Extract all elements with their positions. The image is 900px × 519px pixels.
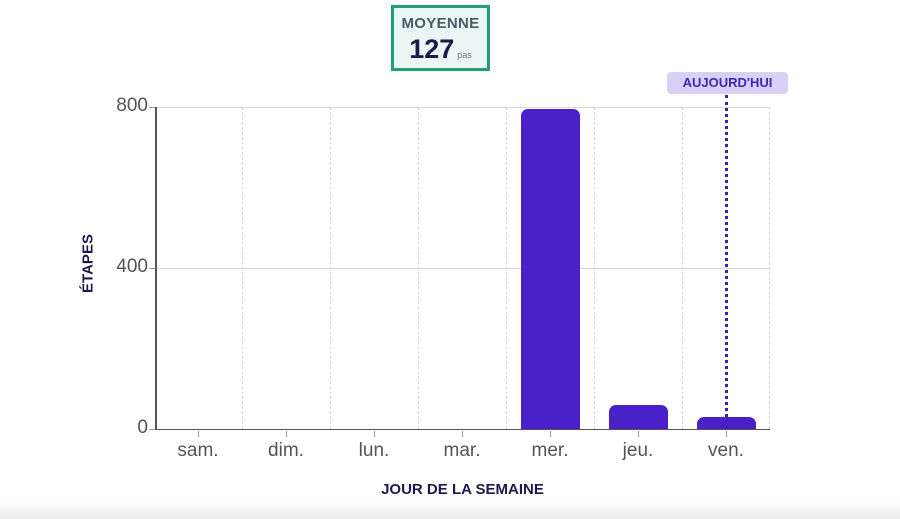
- gridline-v: [682, 107, 683, 429]
- gridline-v: [506, 107, 507, 429]
- gridline-800: [155, 107, 770, 108]
- gridline-v: [242, 107, 243, 429]
- x-tick-mark: [198, 431, 199, 437]
- bar-mer[interactable]: [521, 109, 580, 429]
- x-tick-mark: [550, 431, 551, 437]
- x-tick-mark: [462, 431, 463, 437]
- plot-area: [155, 95, 770, 430]
- y-tick-mark: [149, 107, 155, 108]
- today-line: [725, 95, 728, 429]
- average-summary-box: MOYENNE 127 pas: [391, 5, 490, 71]
- bottom-shadow: [0, 501, 900, 519]
- gridline-v: [594, 107, 595, 429]
- y-axis-label: ÉTAPES: [79, 234, 97, 293]
- y-tick-800: 800: [116, 95, 148, 116]
- average-label: MOYENNE: [401, 15, 480, 32]
- x-tick-mark: [374, 431, 375, 437]
- gridline-v: [418, 107, 419, 429]
- x-tick-sam: sam.: [177, 440, 219, 461]
- average-value: 127: [409, 34, 455, 64]
- y-tick-mark: [149, 429, 155, 430]
- x-tick-mar: mar.: [443, 440, 481, 461]
- x-tick-jeu: jeu.: [622, 440, 654, 461]
- x-tick-ven: ven.: [708, 440, 744, 461]
- x-tick-mark: [286, 431, 287, 437]
- bar-jeu[interactable]: [609, 405, 668, 429]
- y-tick-400: 400: [116, 256, 148, 277]
- x-tick-mark: [638, 431, 639, 437]
- x-tick-mer: mer.: [531, 440, 569, 461]
- y-tick-mark: [149, 268, 155, 269]
- x-axis-label: JOUR DE LA SEMAINE: [381, 481, 544, 498]
- x-tick-dim: dim.: [268, 440, 304, 461]
- average-unit: pas: [457, 50, 472, 60]
- gridline-v: [330, 107, 331, 429]
- x-tick-mark: [726, 431, 727, 437]
- x-tick-lun: lun.: [358, 440, 390, 461]
- today-badge: AUJOURD'HUI: [667, 72, 788, 94]
- x-axis: [155, 428, 770, 430]
- y-axis: [155, 107, 157, 429]
- y-tick-0: 0: [137, 417, 148, 438]
- gridline-v: [769, 107, 770, 429]
- gridline-400: [155, 268, 770, 269]
